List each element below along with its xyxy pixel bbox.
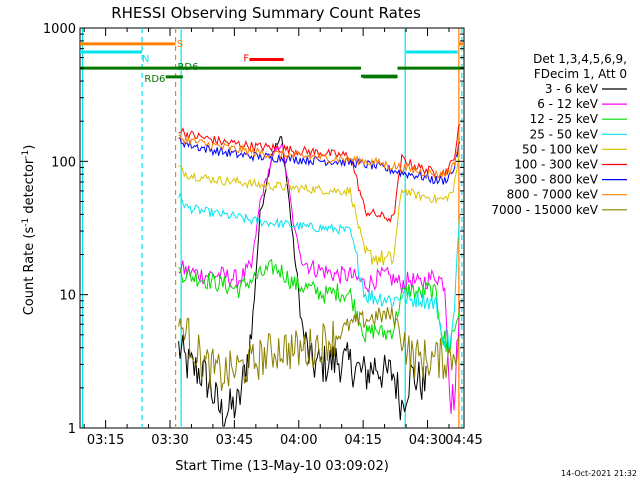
- series-line-7: [178, 133, 461, 179]
- series-line-0: [178, 136, 427, 427]
- y-axis-label-end: ): [22, 145, 37, 150]
- y-axis-label: Count Rate (s-1 detector-1): [21, 145, 37, 316]
- y-axis-label-main: Count Rate (s: [22, 227, 37, 316]
- y-tick-label-1: 10: [59, 289, 76, 304]
- legend-label-8: 7000 - 15000 keV: [491, 203, 598, 217]
- legend-label-4: 50 - 100 keV: [522, 142, 599, 156]
- flag-label-n: N: [142, 54, 149, 65]
- series-50to100keV-kev: [178, 153, 461, 266]
- series-800to7000keV-kev: [178, 133, 461, 179]
- timestamp: 14-Oct-2021 21:32: [561, 469, 637, 478]
- legend-label-2: 12 - 25 keV: [530, 112, 599, 126]
- legend-label-1: 6 - 12 keV: [537, 97, 599, 111]
- chart-title: RHESSI Observing Summary Count Rates: [111, 4, 421, 22]
- series-100to300keV-kev: [178, 124, 461, 224]
- x-tick-label-5: 04:30: [409, 433, 446, 448]
- legend: Det 1,3,4,5,6,9, FDecim 1, Att 0 3 - 6 k…: [491, 52, 627, 217]
- series-12to25keV-kev: [178, 258, 461, 354]
- plot-border: [79, 27, 465, 429]
- series-line-5: [178, 124, 461, 224]
- series-line-2: [178, 258, 461, 354]
- x-axis-label: Start Time (13-May-10 03:09:02): [175, 459, 389, 474]
- flag-label-rd6-b: RD6: [144, 74, 165, 85]
- y-axis-label-sup2: -1: [21, 150, 31, 159]
- series-line-6: [178, 137, 461, 185]
- x-tick-label-4: 04:15: [344, 433, 381, 448]
- y-tick-label-3: 1000: [43, 22, 76, 37]
- y-axis-label-mid: detector: [22, 158, 37, 218]
- flag-label-rd6-a: RD6: [177, 62, 198, 73]
- legend-label-0: 3 - 6 keV: [545, 82, 599, 96]
- y-tick-label-0: 1: [68, 422, 76, 437]
- series-line-8: [178, 306, 461, 392]
- plot-frame: [79, 27, 465, 429]
- legend-label-6: 300 - 800 keV: [514, 173, 598, 187]
- series-line-4: [178, 153, 461, 266]
- x-tick-label-2: 03:45: [216, 433, 253, 448]
- x-tick-label-0: 03:15: [87, 433, 124, 448]
- legend-label-5: 100 - 300 keV: [514, 158, 598, 172]
- series-line-1: [178, 143, 461, 414]
- plot-area: [80, 28, 464, 428]
- svg-text:Count Rate (s-1 detector-1): Count Rate (s-1 detector-1): [21, 145, 37, 316]
- legend-label-7: 800 - 7000 keV: [507, 188, 599, 202]
- flag-label-f: F: [243, 54, 249, 65]
- x-tick-label-1: 03:30: [151, 433, 188, 448]
- series-6to12keV-kev: [178, 143, 461, 414]
- series-300to800keV-kev: [178, 137, 461, 185]
- legend-label-3: 25 - 50 keV: [530, 127, 599, 141]
- x-tick-label-3: 04:00: [280, 433, 317, 448]
- legend-title-1: Det 1,3,4,5,6,9,: [533, 52, 627, 66]
- series-3to6keV-kev: [178, 136, 427, 427]
- flag-label-s: S: [177, 39, 183, 50]
- series-25to50keV-kev: [178, 192, 461, 352]
- series-line-3: [178, 192, 461, 352]
- y-axis-label-sup: -1: [21, 218, 31, 227]
- y-tick-label-2: 100: [51, 155, 76, 170]
- legend-title-2: FDecim 1, Att 0: [534, 67, 627, 81]
- x-tick-label-6: 04:45: [445, 433, 482, 448]
- axes: 03:15 03:30 03:45 04:00 04:15 04:30 04:45 1 10 10…: [43, 22, 483, 448]
- flag-rd6-2: [80, 66, 464, 78]
- series-7000to15000keV-kev: [178, 306, 461, 392]
